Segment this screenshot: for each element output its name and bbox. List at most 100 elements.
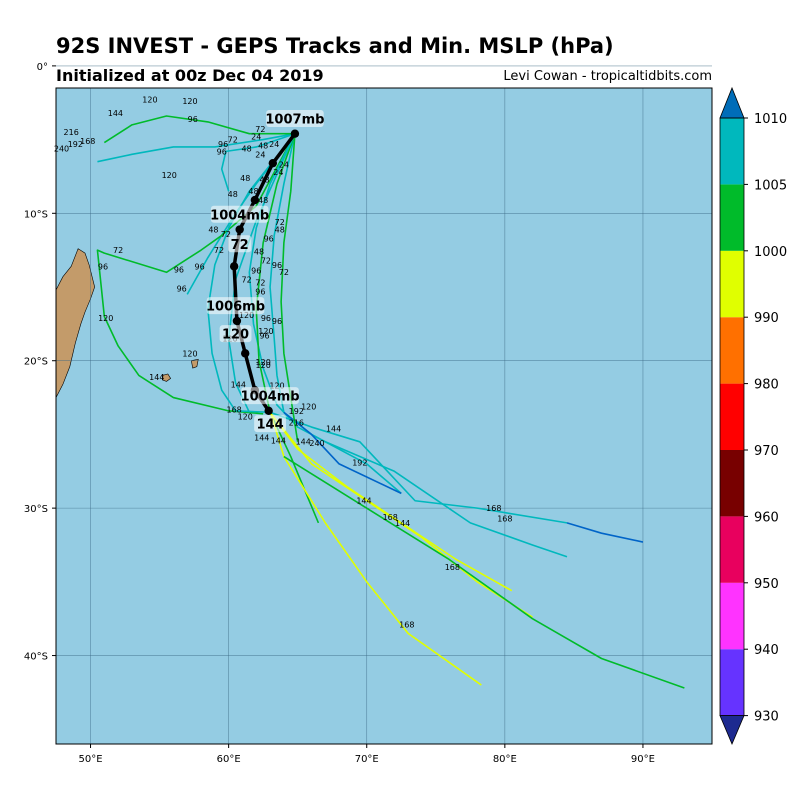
forecast-hour-label: 120 (98, 314, 113, 323)
colorbar-tick-label: 930 (754, 710, 779, 725)
forecast-hour-label: 240 (54, 144, 69, 153)
forecast-hour-label: 120 (182, 349, 197, 358)
colorbar-segment (720, 317, 744, 384)
colorbar-tick-label: 1000 (754, 245, 787, 260)
ensemble-track-7 (566, 522, 644, 543)
ensemble-track-13 (268, 410, 533, 618)
forecast-hour-label: 48 (258, 141, 268, 150)
colorbar-tick-label: 950 (754, 577, 779, 592)
forecast-hour-label: 96 (251, 267, 261, 276)
colorbar-segment (720, 383, 744, 450)
y-tick-label: 40°S (24, 652, 48, 663)
forecast-hour-label: 24 (279, 161, 289, 170)
forecast-hour-label: 24 (273, 168, 283, 177)
forecast-hour-label: 120 (182, 97, 197, 106)
forecast-hour-label: 120 (238, 413, 253, 422)
forecast-hour-label: 144 (108, 109, 123, 118)
forecast-hour-label: 24 (251, 133, 261, 142)
forecast-hour-label: 96 (261, 314, 271, 323)
forecast-hour-label: 96 (255, 287, 265, 296)
forecast-hour-label: 48 (254, 248, 264, 257)
forecast-hour-label: 96 (174, 265, 184, 274)
colorbar-segment (720, 450, 744, 517)
mean-track-point (229, 262, 239, 271)
ensemble-track-14 (283, 455, 685, 689)
ensemble-track-2 (220, 132, 296, 192)
land-layer (55, 248, 199, 398)
colorbar-extend-low (719, 715, 745, 746)
forecast-hour-label: 96 (217, 147, 227, 156)
forecast-hour-label: 72 (241, 276, 251, 285)
forecast-hour-label: 96 (259, 332, 269, 341)
ensemble-track-0 (97, 132, 296, 163)
colorbar-tick-label: 990 (754, 311, 779, 326)
mean-track-label: 120 (222, 328, 249, 343)
mean-track-point (241, 349, 250, 358)
mean-track-label: 1004mb (241, 390, 300, 405)
colorbar-segment (720, 250, 744, 318)
land-reunion (162, 373, 172, 382)
forecast-hour-label: 72 (279, 268, 289, 277)
ensemble-track-5 (207, 133, 568, 524)
colorbar-tick-label: 1005 (754, 178, 787, 193)
forecast-hour-label: 48 (228, 190, 238, 199)
mean-track-label-bg (219, 325, 252, 343)
forecast-hour-label: 48 (240, 174, 250, 183)
forecast-hour-label: 144 (271, 436, 286, 445)
forecast-hour-label: 120 (239, 311, 254, 320)
mean-track-point (264, 406, 273, 416)
mean-track-label: 1004mb (210, 208, 269, 223)
forecast-hour-label: 168 (383, 513, 398, 522)
forecast-hour-label: 96 (272, 261, 282, 270)
forecast-hour-label: 72 (255, 279, 265, 288)
forecast-hour-label: 168 (227, 405, 242, 414)
forecast-hour-label: 120 (256, 361, 271, 370)
chart-credit: Levi Cowan - tropicaltidbits.com (503, 69, 712, 84)
forecast-hour-label: 48 (241, 144, 251, 153)
colorbar-tick-label: 970 (754, 444, 779, 459)
x-tick-label: 60°E (217, 754, 241, 765)
forecast-hour-label: 48 (248, 187, 258, 196)
forecast-hour-label: 120 (258, 327, 273, 336)
forecast-hour-label: 72 (261, 256, 271, 265)
forecast-hour-label: 48 (208, 225, 218, 234)
mean-track-label-bg (241, 387, 299, 405)
forecast-hour-label: 168 (445, 563, 460, 572)
mean-track-point (250, 195, 260, 205)
land-mauritius (190, 358, 199, 369)
forecast-hour-label: 96 (177, 284, 187, 293)
ensemble-track-11 (269, 410, 482, 686)
forecast-hour-label: 120 (269, 382, 284, 391)
mean-track-label: 1006mb (206, 300, 265, 315)
forecast-hour-label: 168 (399, 621, 414, 630)
forecast-hour-label: 192 (68, 140, 83, 149)
forecast-hour-label: 168 (80, 137, 95, 146)
colorbar-segment (720, 516, 744, 583)
forecast-hour-label: 72 (255, 125, 265, 134)
colorbar-frame (719, 117, 745, 716)
ensemble-track-6 (248, 133, 568, 558)
colorbar-tick-label: 940 (754, 643, 779, 658)
mean-track-label-bg (210, 205, 269, 223)
forecast-hour-label: 120 (162, 171, 177, 180)
mean-track-label-bg (206, 297, 265, 315)
mean-track-point (290, 129, 300, 138)
colorbar-tick-label: 960 (754, 510, 779, 525)
mean-track-label: 72 (231, 238, 249, 253)
colorbar-segment (720, 582, 744, 650)
x-tick-label: 80°E (493, 754, 517, 765)
mean-track-point (235, 225, 244, 234)
mean-track-point (268, 158, 278, 168)
forecast-hour-label: 216 (289, 419, 304, 428)
forecast-hour-label: 168 (486, 504, 501, 513)
forecast-hour-label: 144 (395, 519, 410, 528)
forecast-hour-label: 24 (255, 150, 265, 159)
x-tick-label: 90°E (631, 754, 655, 765)
forecast-hour-label: 120 (256, 358, 271, 367)
mean-track-label-bg (266, 109, 324, 127)
forecast-hour-label: 144 (231, 380, 246, 389)
colorbar-segment (720, 649, 744, 716)
forecast-hour-label: 192 (352, 458, 367, 467)
